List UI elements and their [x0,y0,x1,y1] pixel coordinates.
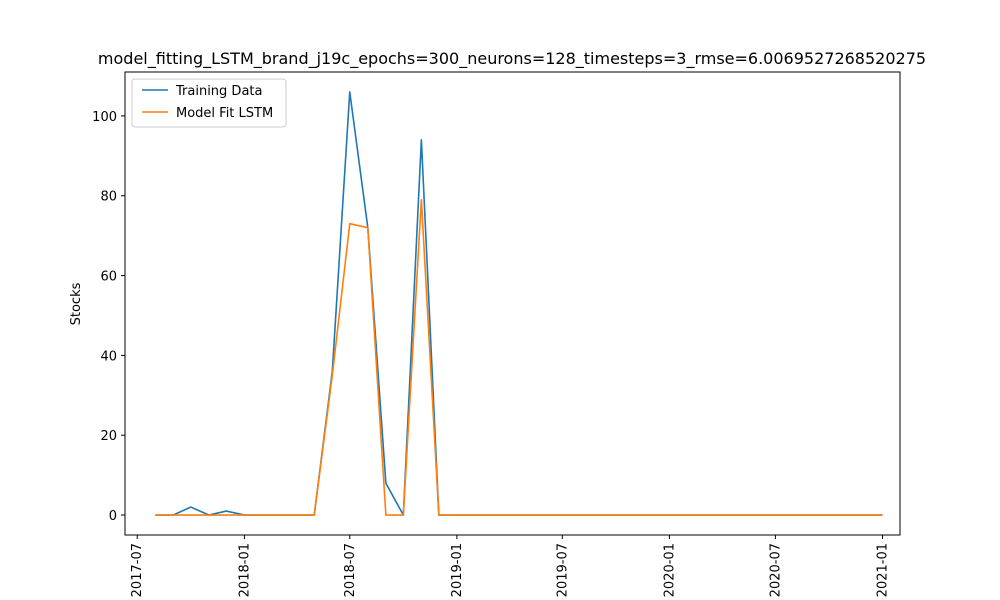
y-tick-label: 80 [100,190,117,205]
x-tick-label: 2018-07 [343,543,358,597]
legend-label-training-data: Training Data [175,84,262,99]
legend-label-model-fit-lstm: Model Fit LSTM [176,106,273,121]
y-tick-label: 0 [109,509,117,524]
x-tick-label: 2021-01 [876,543,891,597]
y-tick-label: 40 [100,349,117,364]
x-tick-label: 2019-07 [555,543,570,597]
x-tick-label: 2020-01 [662,543,677,597]
x-tick-label: 2020-07 [768,543,783,597]
series-line-model-fit-lstm [155,198,883,516]
x-tick-label: 2018-01 [237,543,252,597]
series-line-training-data [155,91,883,516]
y-tick-label: 20 [100,429,117,444]
y-axis: 0 20 40 60 80 100 [92,110,125,524]
y-tick-label: 60 [100,270,117,285]
x-tick-label: 2019-01 [450,543,465,597]
plot-area [124,71,901,536]
x-tick-label: 2017-07 [130,543,145,597]
y-axis-label: Stocks [69,282,84,325]
x-axis: 2017-07 2018-01 2018-07 2019-01 2019-07 2020-… [130,535,891,597]
series-lines [155,91,883,516]
legend-box [131,78,287,128]
legend: Training Data Model Fit LSTM [131,78,287,128]
chart-title: model_fitting_LSTM_brand_j19c_epochs=300… [98,49,926,69]
y-tick-label: 100 [92,110,117,125]
